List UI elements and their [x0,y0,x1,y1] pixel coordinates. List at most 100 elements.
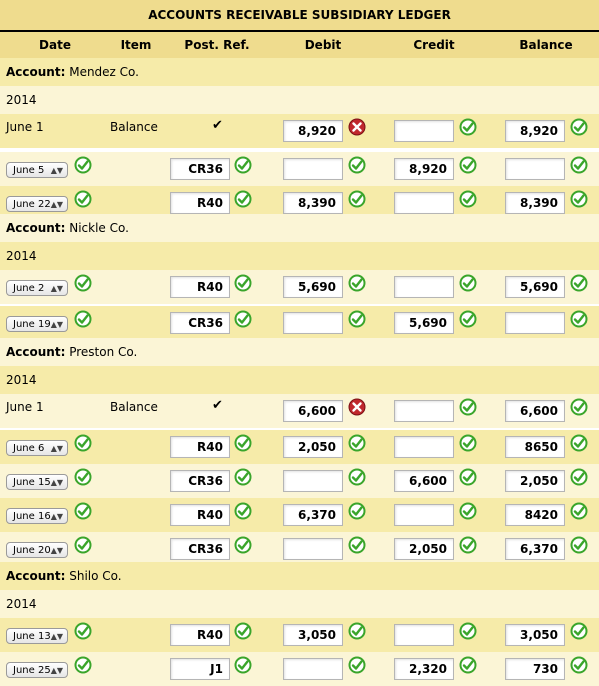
date-select[interactable]: June 15 ▲▼ [6,474,68,490]
date-select[interactable]: June 25 ▲▼ [6,662,68,678]
correct-icon [348,656,366,674]
date-select-value: June 25 [13,665,51,676]
correct-icon [348,156,366,174]
debit-field[interactable]: 5,690 [283,276,343,298]
post-ref-field[interactable]: R40 [170,192,230,214]
date-select[interactable]: June 19 ▲▼ [6,316,68,332]
select-arrows-icon: ▲▼ [50,200,63,209]
ledger-entry-row: June 25 ▲▼ J1 2,320 730 [0,652,599,686]
credit-field[interactable] [394,436,454,458]
credit-field[interactable]: 2,320 [394,658,454,680]
post-ref-field[interactable]: CR36 [170,158,230,180]
ledger-entry-row: June 13 ▲▼ R40 3,050 3,050 [0,618,599,652]
ledger-title: ACCOUNTS RECEIVABLE SUBSIDIARY LEDGER [0,0,599,32]
credit-field[interactable] [394,400,454,422]
balance-field[interactable]: 3,050 [505,624,565,646]
select-arrows-icon: ▲▼ [50,166,63,175]
correct-icon [74,274,92,292]
balance-field[interactable]: 8650 [505,436,565,458]
balance-field[interactable]: 8,920 [505,120,565,142]
credit-field[interactable]: 6,600 [394,470,454,492]
balance-field[interactable]: 8420 [505,504,565,526]
credit-field[interactable]: 8,920 [394,158,454,180]
incorrect-icon [348,398,366,416]
date-select[interactable]: June 2 ▲▼ [6,280,68,296]
debit-field[interactable]: 2,050 [283,436,343,458]
correct-icon [459,622,477,640]
balance-field[interactable] [505,158,565,180]
credit-field[interactable] [394,624,454,646]
correct-icon [348,536,366,554]
date-select-value: June 5 [13,165,45,176]
date-text: June 1 [6,400,44,414]
year-label: 2014 [6,597,37,611]
post-ref-field[interactable]: CR36 [170,470,230,492]
debit-field[interactable] [283,312,343,334]
post-ref-field[interactable]: CR36 [170,538,230,560]
item-text: Balance [110,120,158,134]
debit-field[interactable] [283,658,343,680]
debit-field[interactable]: 3,050 [283,624,343,646]
debit-field[interactable]: 8,390 [283,192,343,214]
ledger-entry-row: June 19 ▲▼ CR36 5,690 [0,306,599,340]
post-ref-field[interactable]: R40 [170,624,230,646]
correct-icon [348,622,366,640]
post-ref-field[interactable]: R40 [170,504,230,526]
account-row: Account: Mendez Co. [0,58,599,86]
debit-field[interactable]: 8,920 [283,120,343,142]
credit-field[interactable] [394,504,454,526]
correct-icon [234,536,252,554]
debit-field[interactable] [283,538,343,560]
balance-field[interactable]: 730 [505,658,565,680]
correct-icon [459,310,477,328]
ledger-entry-row: June 16 ▲▼ R40 6,370 8420 [0,498,599,532]
date-select-value: June 13 [13,631,51,642]
post-ref-field[interactable]: R40 [170,276,230,298]
credit-field[interactable]: 5,690 [394,312,454,334]
balance-field[interactable]: 6,370 [505,538,565,560]
date-select-value: June 22 [13,199,51,210]
credit-field[interactable] [394,192,454,214]
correct-icon [570,434,588,452]
ledger-entry-row: June 1 Balance ✔ 8,920 8,920 [0,114,599,148]
date-select[interactable]: June 16 ▲▼ [6,508,68,524]
year-row: 2014 [0,86,599,114]
date-select[interactable]: June 6 ▲▼ [6,440,68,456]
credit-field[interactable] [394,276,454,298]
correct-icon [570,502,588,520]
balance-field[interactable]: 6,600 [505,400,565,422]
date-select[interactable]: June 20 ▲▼ [6,542,68,558]
account-row: Account: Preston Co. [0,338,599,366]
date-select[interactable]: June 5 ▲▼ [6,162,68,178]
post-ref-field[interactable]: R40 [170,436,230,458]
correct-icon [234,656,252,674]
debit-field[interactable] [283,158,343,180]
header-debit: Debit [304,38,342,52]
balance-field[interactable] [505,312,565,334]
balance-field[interactable]: 5,690 [505,276,565,298]
debit-field[interactable]: 6,600 [283,400,343,422]
credit-field[interactable]: 2,050 [394,538,454,560]
post-ref-field[interactable]: CR36 [170,312,230,334]
account-row: Account: Nickle Co. [0,214,599,242]
account-value: Shilo Co. [69,569,122,583]
date-select[interactable]: June 13 ▲▼ [6,628,68,644]
account-value: Nickle Co. [69,221,129,235]
date-text: June 1 [6,120,44,134]
correct-icon [570,656,588,674]
correct-icon [570,274,588,292]
year-row: 2014 [0,590,599,618]
correct-icon [459,656,477,674]
date-select[interactable]: June 22 ▲▼ [6,196,68,212]
balance-field[interactable]: 8,390 [505,192,565,214]
debit-field[interactable] [283,470,343,492]
credit-field[interactable] [394,120,454,142]
column-headers: Date Item Post. Ref. Debit Credit Balanc… [0,32,599,60]
post-ref-field[interactable]: J1 [170,658,230,680]
correct-icon [348,310,366,328]
balance-field[interactable]: 2,050 [505,470,565,492]
select-arrows-icon: ▲▼ [50,444,63,453]
year-row: 2014 [0,242,599,270]
debit-field[interactable]: 6,370 [283,504,343,526]
